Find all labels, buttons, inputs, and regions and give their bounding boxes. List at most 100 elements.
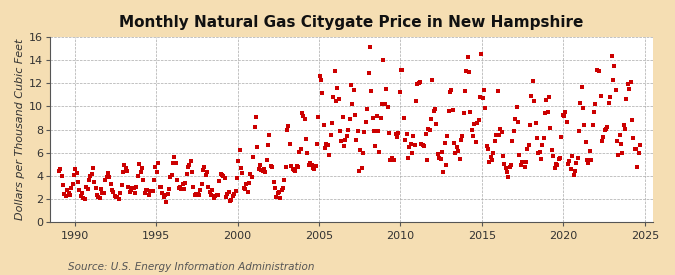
Point	[86, 172, 97, 176]
Point	[519, 165, 530, 169]
Point	[516, 160, 527, 164]
Point	[629, 147, 640, 152]
Point	[122, 169, 132, 173]
Point	[227, 193, 238, 198]
Point	[205, 190, 215, 194]
Point	[568, 173, 579, 177]
Point	[587, 123, 598, 128]
Point	[614, 133, 625, 138]
Point	[491, 133, 502, 137]
Point	[621, 96, 632, 101]
Point	[364, 45, 375, 49]
Point	[215, 172, 226, 176]
Point	[535, 157, 546, 161]
Point	[450, 151, 461, 155]
Point	[526, 94, 537, 98]
Point	[554, 157, 564, 162]
Point	[401, 132, 412, 136]
Point	[298, 114, 308, 119]
Point	[476, 52, 487, 57]
Point	[165, 175, 176, 180]
Point	[370, 144, 381, 148]
Point	[93, 194, 104, 199]
Point	[186, 159, 196, 163]
Point	[625, 80, 636, 85]
Point	[408, 134, 418, 138]
Point	[281, 128, 292, 132]
Point	[179, 186, 190, 191]
Point	[570, 169, 580, 173]
Point	[529, 99, 539, 103]
Point	[153, 161, 163, 166]
Point	[589, 110, 599, 114]
Point	[111, 195, 122, 199]
Point	[157, 191, 167, 195]
Point	[597, 139, 608, 143]
Point	[62, 188, 73, 192]
Point	[506, 163, 516, 167]
Point	[356, 166, 367, 170]
Point	[374, 150, 385, 154]
Point	[574, 129, 585, 133]
Point	[602, 125, 613, 129]
Point	[362, 107, 373, 111]
Point	[511, 105, 522, 109]
Point	[576, 84, 587, 89]
Point	[246, 175, 257, 179]
Point	[171, 178, 182, 182]
Point	[558, 112, 568, 117]
Point	[225, 199, 236, 204]
Point	[466, 128, 477, 133]
Point	[352, 128, 363, 133]
Point	[484, 160, 495, 164]
Point	[104, 174, 115, 179]
Point	[61, 194, 72, 199]
Point	[583, 161, 594, 165]
Point	[373, 129, 383, 133]
Point	[595, 94, 606, 98]
Point	[69, 173, 80, 177]
Point	[295, 147, 306, 151]
Point	[458, 111, 469, 115]
Point	[410, 99, 421, 103]
Point	[159, 193, 170, 197]
Point	[288, 168, 299, 172]
Point	[534, 149, 545, 154]
Point	[275, 196, 286, 200]
Point	[462, 54, 473, 59]
Point	[53, 168, 64, 173]
Point	[404, 145, 414, 150]
Point	[616, 142, 626, 146]
Point	[579, 123, 590, 127]
Point	[112, 195, 123, 199]
Point	[472, 121, 483, 125]
Point	[223, 189, 234, 194]
Point	[180, 181, 191, 185]
Point	[633, 151, 644, 156]
Point	[531, 136, 542, 140]
Point	[268, 180, 279, 184]
Point	[252, 144, 263, 149]
Point	[429, 109, 439, 114]
Point	[166, 173, 177, 177]
Point	[379, 101, 390, 106]
Point	[514, 153, 524, 157]
Point	[203, 185, 214, 189]
Point	[386, 156, 397, 161]
Point	[456, 137, 466, 142]
Point	[333, 97, 344, 102]
Point	[527, 79, 538, 84]
Point	[132, 174, 143, 178]
Title: Monthly Natural Gas Citygate Price in New Hampshire: Monthly Natural Gas Citygate Price in Ne…	[119, 15, 584, 30]
Point	[65, 192, 76, 197]
Point	[441, 163, 452, 167]
Point	[63, 191, 74, 195]
Point	[572, 156, 583, 161]
Point	[405, 141, 416, 146]
Point	[562, 120, 572, 124]
Point	[103, 171, 113, 175]
Point	[57, 174, 68, 178]
Point	[173, 186, 184, 191]
Point	[608, 78, 618, 82]
Point	[147, 189, 158, 193]
